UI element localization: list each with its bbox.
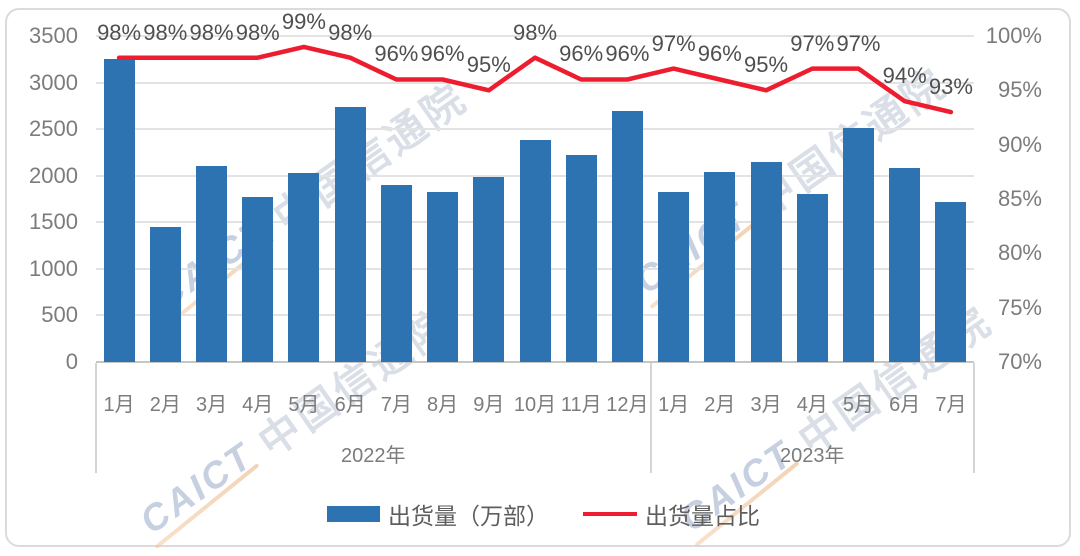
x-axis-tick-5月-2022: 5月 xyxy=(288,394,320,416)
left-axis-tick-3000: 3000 xyxy=(29,69,78,95)
right-axis-tick-75%: 75% xyxy=(997,294,1042,320)
gridline xyxy=(96,128,974,131)
data-label-4月-2023: 97% xyxy=(790,30,835,56)
data-label-3月-2022: 98% xyxy=(189,19,234,45)
line-series-swatch xyxy=(583,512,637,516)
data-label-6月-2022: 98% xyxy=(328,19,373,45)
bar-12月-2022 xyxy=(611,111,643,362)
bar-5月-2023 xyxy=(842,128,874,362)
legend-label-shipments: 出货量（万部） xyxy=(388,503,549,529)
category-axis-separator-2 xyxy=(973,363,975,473)
data-label-9月-2022: 95% xyxy=(466,52,511,78)
legend-item-share: 出货量占比 xyxy=(583,497,760,531)
bar-10月-2022 xyxy=(519,140,551,362)
x-axis-tick-4月-2022: 4月 xyxy=(242,394,274,416)
data-label-2月-2022: 98% xyxy=(143,19,188,45)
x-axis-tick-1月-2023: 1月 xyxy=(658,394,690,416)
year-group-label-2022年: 2022年 xyxy=(341,445,406,467)
share-line-series xyxy=(116,44,954,115)
data-label-1月-2022: 98% xyxy=(97,19,142,45)
category-axis-separator-1 xyxy=(649,363,652,473)
x-axis-tick-2月-2022: 2月 xyxy=(149,394,181,416)
data-label-2月-2023: 96% xyxy=(697,41,742,67)
right-axis-tick-90%: 90% xyxy=(997,131,1042,157)
data-label-12月-2022: 96% xyxy=(605,41,650,67)
data-label-5月-2022: 99% xyxy=(281,8,326,34)
data-label-6月-2023: 94% xyxy=(882,63,927,89)
left-axis-tick-3500: 3500 xyxy=(29,23,78,48)
x-axis-tick-7月-2022: 7月 xyxy=(380,394,412,416)
data-label-7月-2022: 96% xyxy=(374,41,419,67)
x-axis-tick-1月-2022: 1月 xyxy=(103,394,135,416)
gridline xyxy=(96,361,974,363)
bar-1月-2023 xyxy=(658,191,690,362)
bar-2月-2022 xyxy=(149,226,181,362)
bar-3月-2023 xyxy=(750,161,782,362)
x-axis-tick-7月-2023: 7月 xyxy=(935,394,967,416)
bar-1月-2022 xyxy=(103,59,135,362)
x-axis-tick-2月-2023: 2月 xyxy=(704,394,736,416)
x-axis-tick-4月-2023: 4月 xyxy=(796,394,828,416)
right-axis-tick-70%: 70% xyxy=(997,349,1042,374)
data-label-10月-2022: 98% xyxy=(512,19,558,45)
data-label-3月-2023: 95% xyxy=(744,52,789,78)
x-axis-tick-8月-2022: 8月 xyxy=(427,394,459,416)
bar-6月-2023 xyxy=(889,168,921,362)
gridline xyxy=(96,81,974,84)
bar-11月-2022 xyxy=(565,155,597,362)
right-axis-tick-80%: 80% xyxy=(997,240,1042,266)
data-label-11月-2022: 96% xyxy=(559,41,604,67)
right-axis-tick-85%: 85% xyxy=(997,186,1042,211)
bar-4月-2022 xyxy=(242,197,274,362)
x-axis-tick-3月-2022: 3月 xyxy=(195,394,228,416)
x-axis-tick-5月-2023: 5月 xyxy=(842,394,875,416)
year-group-label-2023年: 2023年 xyxy=(780,445,845,467)
left-axis-tick-500: 500 xyxy=(41,302,78,328)
bar-8月-2022 xyxy=(427,192,459,362)
left-axis-tick-1500: 1500 xyxy=(29,209,78,235)
chart-frame xyxy=(5,8,1071,547)
right-axis-tick-100%: 100% xyxy=(985,23,1042,48)
share-line-path xyxy=(116,44,954,115)
x-axis-tick-6月-2022: 6月 xyxy=(334,394,366,416)
legend-item-shipments: 出货量（万部） xyxy=(327,497,549,531)
data-label-4月-2022: 98% xyxy=(235,19,280,45)
category-axis-separator-0 xyxy=(95,363,97,473)
bar-series-swatch xyxy=(327,506,380,522)
bar-2月-2023 xyxy=(704,172,736,362)
x-axis-tick-9月-2022: 9月 xyxy=(473,394,505,416)
x-axis-tick-11月-2022: 11月 xyxy=(560,394,602,416)
bar-9月-2022 xyxy=(473,176,505,362)
data-label-7月-2023: 93% xyxy=(928,74,973,100)
data-label-1月-2023: 97% xyxy=(651,30,696,56)
bar-6月-2022 xyxy=(334,106,366,362)
gridline xyxy=(96,35,974,37)
left-axis-tick-2500: 2500 xyxy=(29,116,78,142)
bar-4月-2023 xyxy=(796,194,828,362)
left-axis-tick-2000: 2000 xyxy=(29,162,78,188)
x-axis-tick-12月-2022: 12月 xyxy=(606,394,649,416)
bar-7月-2022 xyxy=(380,185,412,362)
bar-3月-2022 xyxy=(196,166,228,362)
data-label-5月-2023: 97% xyxy=(836,30,881,56)
left-axis-tick-1000: 1000 xyxy=(29,255,78,281)
plot-area: 98% 98% 98% 98% 99% 98% 96% 96% 95% 98% 96% 96% 97% 9… xyxy=(96,9,974,363)
bar-7月-2023 xyxy=(935,201,967,362)
x-axis-tick-6月-2023: 6月 xyxy=(889,394,921,416)
x-axis-tick-3月-2023: 3月 xyxy=(750,394,782,416)
data-label-8月-2022: 96% xyxy=(420,41,465,67)
left-axis-tick-0: 0 xyxy=(65,349,78,374)
right-axis-tick-95%: 95% xyxy=(997,77,1042,103)
legend-label-share: 出货量占比 xyxy=(645,503,760,529)
x-axis-tick-10月-2022: 10月 xyxy=(513,394,557,416)
bar-5月-2022 xyxy=(288,172,320,362)
